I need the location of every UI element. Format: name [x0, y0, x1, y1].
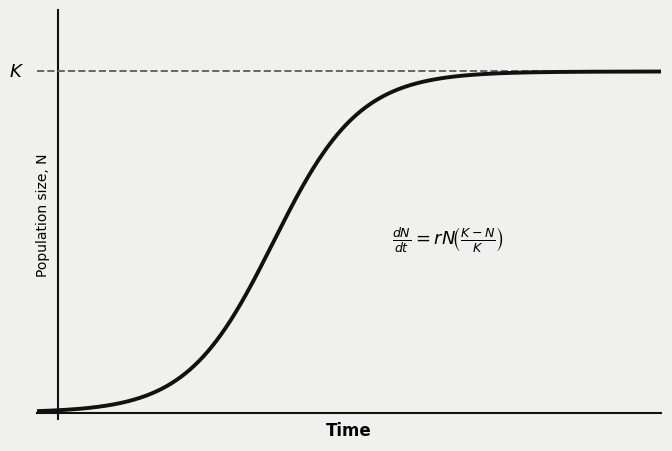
Text: $K$: $K$: [9, 63, 24, 81]
Text: $\frac{dN}{dt} = rN\!\left(\frac{K-N}{K}\right)$: $\frac{dN}{dt} = rN\!\left(\frac{K-N}{K}…: [392, 225, 505, 254]
Y-axis label: Population size, N: Population size, N: [36, 154, 50, 277]
X-axis label: Time: Time: [326, 421, 372, 439]
